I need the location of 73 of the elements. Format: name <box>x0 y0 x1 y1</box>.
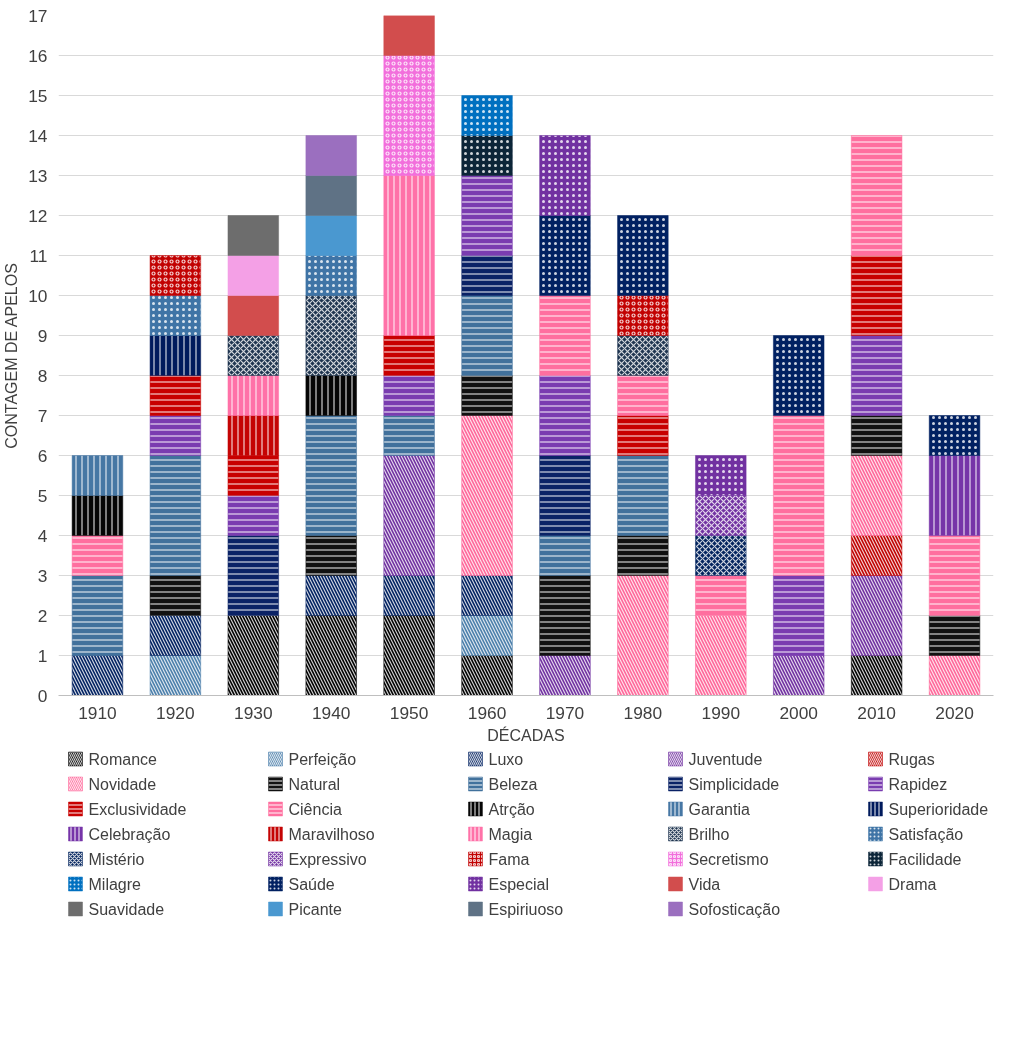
y-tick-label: 13 <box>28 165 48 186</box>
legend-label: Rapidez <box>888 775 948 793</box>
legend-label: Juventude <box>688 750 763 768</box>
y-tick-label: 7 <box>37 405 48 426</box>
legend-label: Atrção <box>488 800 535 818</box>
y-tick-label: 2 <box>37 605 48 626</box>
bar <box>305 175 357 216</box>
legend-label: Fama <box>488 850 530 868</box>
legend-label: Beleza <box>488 775 538 793</box>
y-tick-label: 17 <box>28 5 48 26</box>
x-tick-label: 1940 <box>311 702 351 723</box>
legend-label: Secretismo <box>688 850 769 868</box>
x-tick-label: 1970 <box>545 702 585 723</box>
legend-label: Drama <box>888 875 937 893</box>
legend-label: Suavidade <box>88 900 165 918</box>
x-tick-label: 2020 <box>935 702 974 723</box>
bar <box>305 135 357 176</box>
legend-label: Mistério <box>88 850 145 868</box>
y-tick-label: 0 <box>37 685 48 706</box>
legend-label: Magia <box>488 825 533 843</box>
x-tick-label: 2000 <box>779 702 818 723</box>
legend-label: Especial <box>488 875 549 893</box>
y-tick-label: 8 <box>37 365 48 386</box>
x-tick-label: 1920 <box>156 702 195 723</box>
legend-label: Espiriuoso <box>488 900 564 918</box>
legend-label: Picante <box>288 900 342 918</box>
x-tick-label: 2010 <box>857 702 896 723</box>
y-tick-label: 12 <box>28 205 48 226</box>
legend-label: Milagre <box>88 875 142 893</box>
legend-label: Maravilhoso <box>288 825 375 843</box>
y-tick-label: 16 <box>28 45 48 66</box>
legend-label: Facilidade <box>888 850 962 868</box>
legend-label: Simplicidade <box>688 775 780 793</box>
legend-label: Luxo <box>488 750 524 768</box>
y-tick-label: 11 <box>29 245 48 266</box>
legend-label: Vida <box>688 875 721 893</box>
legend-label: Expressivo <box>288 850 367 868</box>
y-tick-label: 1 <box>37 645 48 666</box>
x-tick-label: 1960 <box>467 702 507 723</box>
legend-label: Saúde <box>288 875 335 893</box>
legend-label: Ciência <box>288 800 342 818</box>
bar <box>383 15 435 56</box>
y-tick-label: 14 <box>28 125 48 146</box>
legend-label: Brilho <box>688 825 730 843</box>
x-tick-label: 1980 <box>623 702 663 723</box>
bar <box>227 215 279 256</box>
y-axis-title: CONTAGEM DE APELOS <box>3 263 21 449</box>
y-tick-label: 10 <box>28 285 48 306</box>
legend-label: Perfeição <box>288 750 357 768</box>
legend-label: Romance <box>88 750 158 768</box>
y-tick-label: 3 <box>37 565 48 586</box>
bar <box>227 255 279 296</box>
x-tick-label: 1990 <box>701 702 741 723</box>
bar <box>227 295 279 336</box>
x-axis-title: DÉCADAS <box>487 725 565 744</box>
x-tick-label: 1950 <box>389 702 429 723</box>
bar <box>305 215 357 256</box>
legend-label: Satisfação <box>888 825 964 843</box>
x-tick-label: 1910 <box>78 702 117 723</box>
y-tick-label: 9 <box>37 325 48 346</box>
legend-label: Celebração <box>88 825 171 843</box>
y-tick-label: 15 <box>28 85 48 106</box>
y-tick-label: 5 <box>37 485 48 506</box>
legend-label: Novidade <box>88 775 157 793</box>
legend-label: Exclusividade <box>88 800 187 818</box>
legend-label: Rugas <box>888 750 935 768</box>
x-tick-label: 1930 <box>234 702 273 723</box>
y-tick-label: 4 <box>37 525 48 546</box>
legend-label: Sofosticação <box>688 900 781 918</box>
legend-label: Natural <box>288 775 341 793</box>
legend-label: Garantia <box>688 800 750 818</box>
y-tick-label: 6 <box>37 445 48 466</box>
legend-label: Superioridade <box>888 800 989 818</box>
